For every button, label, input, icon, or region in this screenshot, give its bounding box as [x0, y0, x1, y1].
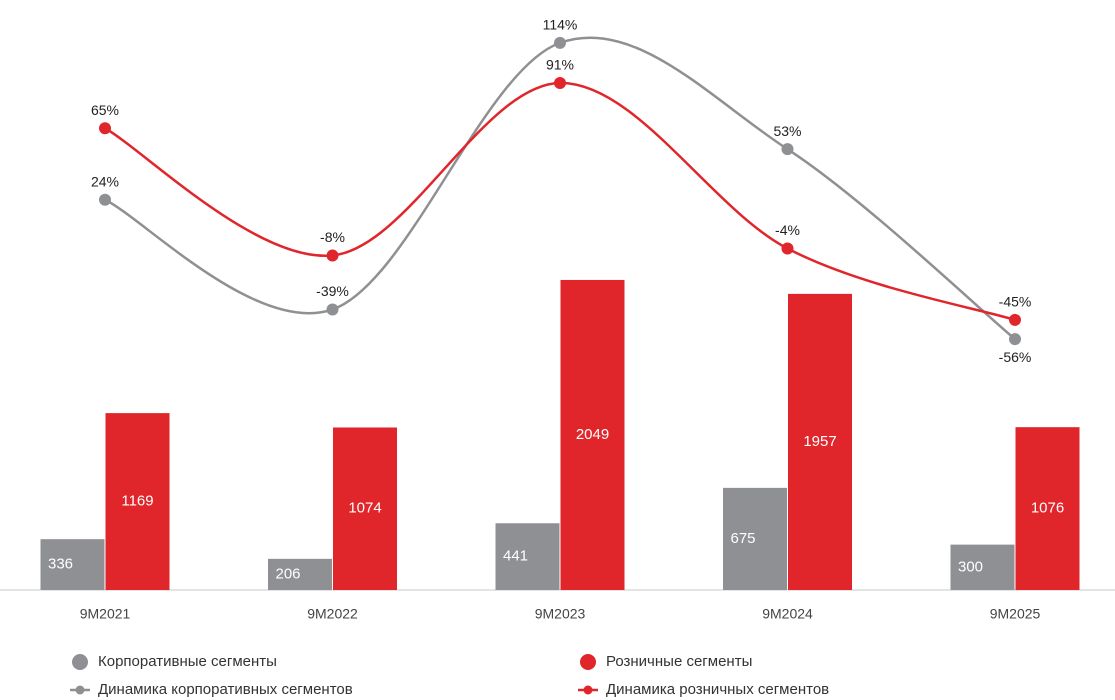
- bar-value-label: 1169: [121, 493, 153, 510]
- bar: [40, 539, 105, 590]
- line-point: [99, 193, 111, 206]
- bar: [1015, 427, 1080, 590]
- line-value-label: -45%: [999, 294, 1032, 310]
- line-value-label: -4%: [775, 222, 800, 238]
- x-tick-label: 9M2025: [990, 606, 1041, 622]
- line: [104, 81, 1016, 322]
- legend-marker: [75, 685, 85, 695]
- line-value-label: -39%: [316, 283, 349, 299]
- legend-label: Динамика корпоративных сегментов: [98, 681, 353, 698]
- line-point: [326, 303, 339, 316]
- bar: [495, 523, 560, 590]
- legend-marker: [580, 654, 596, 670]
- bar: [788, 293, 852, 590]
- legend-marker: [72, 654, 88, 670]
- line-point: [1009, 313, 1021, 326]
- bar-value-label: 1957: [803, 433, 836, 450]
- line-point: [554, 36, 566, 49]
- bar-value-label: 336: [48, 556, 73, 573]
- line-value-label: 24%: [91, 173, 119, 189]
- line-point: [554, 76, 566, 89]
- bar: [105, 413, 170, 590]
- line-value-label: 91%: [546, 57, 574, 73]
- x-tick-label: 9M2024: [762, 606, 813, 622]
- bar-value-label: 675: [730, 530, 755, 547]
- legend-label: Корпоративные сегменты: [98, 653, 277, 670]
- bar: [333, 427, 397, 590]
- bar-value-label: 441: [503, 548, 528, 565]
- bar: [268, 558, 332, 590]
- legend-marker: [583, 685, 593, 695]
- line-value-label: 65%: [91, 102, 119, 118]
- line-value-label: 53%: [773, 123, 801, 139]
- bar-value-label: 206: [275, 565, 300, 582]
- bar-value-label: 2049: [576, 426, 609, 443]
- bar-value-label: 1074: [348, 500, 381, 517]
- bar: [560, 279, 625, 590]
- line-value-label: -56%: [999, 349, 1032, 365]
- line-value-label: 114%: [543, 17, 578, 33]
- bar-value-label: 300: [958, 558, 983, 575]
- line-point: [99, 122, 111, 135]
- bar-value-label: 1076: [1031, 500, 1064, 517]
- bar: [950, 544, 1015, 590]
- x-tick-label: 9M2021: [80, 606, 131, 622]
- line-point: [1009, 333, 1021, 346]
- x-tick-label: 9M2022: [307, 606, 358, 622]
- line-value-label: -8%: [320, 229, 345, 245]
- line-point: [326, 249, 339, 262]
- bar: [723, 487, 787, 590]
- x-tick-label: 9M2023: [535, 606, 586, 622]
- legend-label: Розничные сегменты: [606, 653, 752, 670]
- legend-label: Динамика розничных сегментов: [606, 681, 829, 698]
- line-point: [781, 143, 794, 156]
- line-point: [781, 242, 794, 255]
